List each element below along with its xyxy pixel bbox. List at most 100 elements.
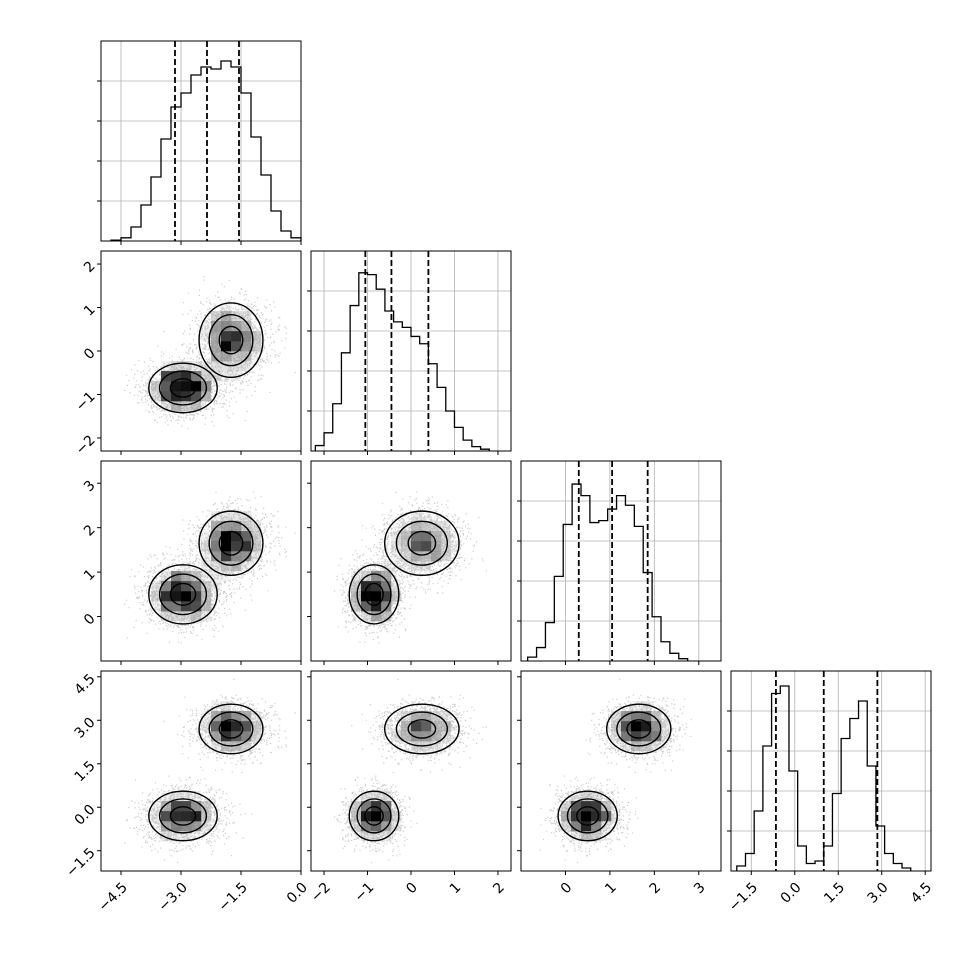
x-tick-label: −4.5 xyxy=(96,880,131,915)
density-cell xyxy=(181,601,192,612)
density-cell xyxy=(351,601,362,612)
density-cell xyxy=(351,801,362,812)
density-cell xyxy=(251,521,262,532)
density-cell xyxy=(381,611,392,622)
density-cell xyxy=(211,341,222,352)
density-cell xyxy=(231,721,242,732)
density-contour xyxy=(605,703,672,755)
density-cell xyxy=(221,571,232,582)
density-cell xyxy=(251,331,262,342)
density-cell xyxy=(211,331,222,342)
density-cell xyxy=(421,541,432,552)
density-contour xyxy=(148,362,218,414)
density-cell xyxy=(161,581,172,592)
y-tick-label: −1 xyxy=(73,389,99,415)
density-cell xyxy=(151,591,162,602)
density-cell xyxy=(241,511,252,522)
density-cell xyxy=(221,341,232,352)
density-cell xyxy=(201,801,212,812)
density-cell xyxy=(421,551,432,562)
density-cell xyxy=(371,591,382,602)
density-cell xyxy=(251,341,262,352)
density-cell xyxy=(661,721,672,732)
density-cell xyxy=(201,331,212,342)
density-cell xyxy=(411,721,422,732)
density-cell xyxy=(171,811,182,822)
density-cell xyxy=(231,331,242,342)
density-cell xyxy=(621,741,632,752)
density-cell xyxy=(181,361,192,372)
density-cell xyxy=(431,551,442,562)
density-contour xyxy=(383,703,460,755)
y-tick-label: −2 xyxy=(73,432,99,458)
density-cell xyxy=(171,601,182,612)
density-cell xyxy=(361,581,372,592)
density-contour xyxy=(198,302,264,379)
density-cell xyxy=(181,821,192,832)
density-cell xyxy=(381,591,392,602)
density-cell xyxy=(611,731,622,742)
histogram-step xyxy=(527,483,689,661)
density-cell xyxy=(421,731,432,742)
density-cell xyxy=(421,511,432,522)
density-cell xyxy=(151,811,162,822)
x-tick-label: 4.5 xyxy=(908,880,935,907)
panel-content xyxy=(333,678,487,871)
density-cell xyxy=(591,811,602,822)
density-cell xyxy=(391,731,402,742)
density-cell xyxy=(171,401,182,412)
density-contour xyxy=(218,325,244,355)
density-cell xyxy=(361,791,372,802)
histogram-step xyxy=(314,272,490,451)
density-cell xyxy=(421,721,432,732)
density-cell xyxy=(211,701,222,712)
density-cell xyxy=(221,371,232,382)
density-cell xyxy=(241,351,252,362)
density-cell xyxy=(181,571,192,582)
density-cell xyxy=(631,701,642,712)
density-cell xyxy=(581,821,592,832)
y-tick-label: −1.5 xyxy=(63,845,98,880)
x-tick-label: 0.0 xyxy=(284,880,311,907)
x-tick-label: 0 xyxy=(403,880,421,898)
density-cell xyxy=(601,811,612,822)
density-cell xyxy=(161,611,172,622)
x-tick-label: 1 xyxy=(602,880,620,898)
density-cell xyxy=(161,591,172,602)
density-cell xyxy=(371,571,382,582)
density-cell xyxy=(221,701,232,712)
density-contour xyxy=(395,520,449,566)
density-contour xyxy=(148,564,218,625)
density-cell xyxy=(601,821,612,832)
density-cell xyxy=(191,791,202,802)
density-cell xyxy=(391,531,402,542)
density-contour xyxy=(383,510,460,577)
density-cell xyxy=(151,801,162,812)
density-contour xyxy=(158,573,208,616)
x-tick-label: 2 xyxy=(490,880,508,898)
density-contour xyxy=(407,530,437,556)
x-tick-label: −1.5 xyxy=(216,880,251,915)
density-cell xyxy=(591,821,602,832)
density-cell xyxy=(631,731,642,742)
density-cell xyxy=(371,831,382,842)
panel-content xyxy=(124,678,296,871)
density-cell xyxy=(221,731,232,742)
scatter-points xyxy=(124,678,296,871)
density-cell xyxy=(381,581,392,592)
density-contour xyxy=(158,798,208,834)
density-cell xyxy=(381,571,392,582)
density-contour xyxy=(198,703,264,755)
density-cell xyxy=(351,591,362,602)
density-contour xyxy=(169,378,197,398)
density-cell xyxy=(181,831,192,842)
density-cell xyxy=(561,821,572,832)
density-cell xyxy=(371,581,382,592)
density-cell xyxy=(201,531,212,542)
panel-frame xyxy=(520,460,722,662)
y-tick-label: 0 xyxy=(81,345,99,363)
scatter-panel-3-2 xyxy=(310,460,512,662)
density-contour xyxy=(158,370,208,406)
density-cell xyxy=(431,731,442,742)
